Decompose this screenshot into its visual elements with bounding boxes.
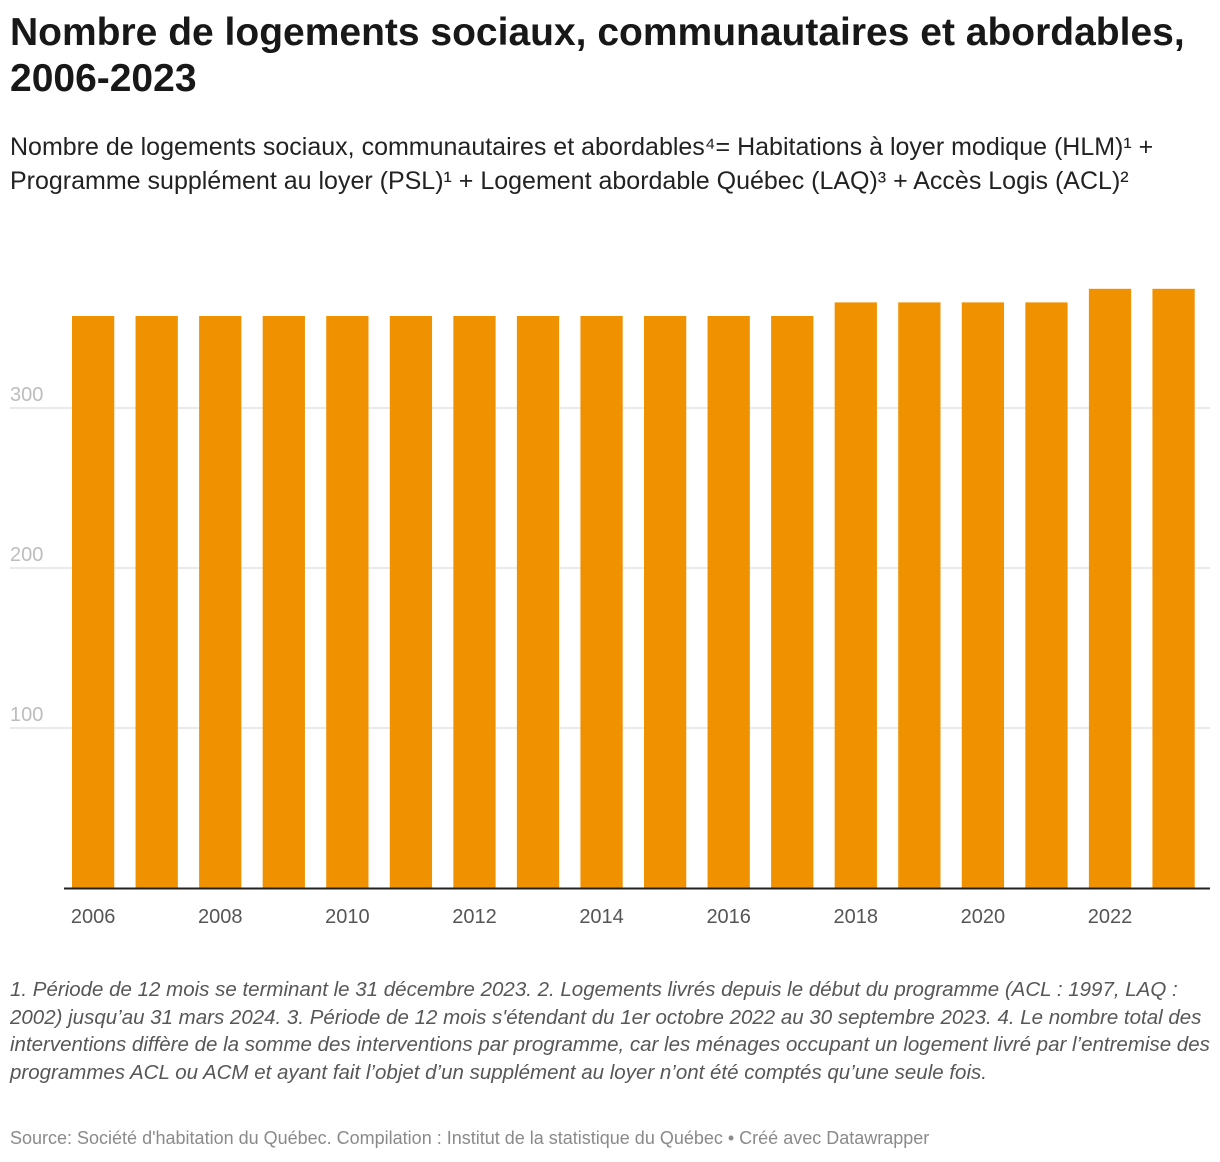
x-tick-label: 2010 — [325, 906, 370, 928]
x-tick-label: 2012 — [452, 906, 497, 928]
bar-2007 — [135, 316, 178, 888]
bar-2014 — [580, 316, 623, 888]
bar-2022 — [1088, 288, 1132, 888]
x-tick-label: 2022 — [1088, 906, 1133, 928]
chart-title: Nombre de logements sociaux, communautai… — [10, 11, 1185, 100]
bar-2021 — [1025, 302, 1068, 888]
x-tick-label: 2014 — [579, 906, 624, 928]
y-tick-label: 200 — [10, 544, 43, 566]
y-tick-label: 300 — [10, 384, 43, 406]
bar-2017 — [771, 316, 814, 888]
bar-2011 — [389, 316, 433, 888]
bar-2019 — [898, 302, 941, 888]
y-tick-label: 100 — [10, 704, 43, 726]
bar-2006 — [72, 316, 115, 888]
x-tick-label: 2016 — [706, 906, 751, 928]
bars — [72, 288, 1195, 888]
x-tick-label: 2008 — [198, 906, 243, 928]
bar-2013 — [516, 316, 560, 888]
source-credit: Source: Société d'habitation du Québec. … — [10, 1128, 930, 1148]
bar-2023 — [1152, 288, 1195, 888]
bar-2020 — [961, 302, 1005, 888]
footnotes: 1. Période de 12 mois se terminant le 31… — [10, 978, 1210, 1084]
x-tick-label: 2018 — [834, 906, 879, 928]
bar-2008 — [199, 316, 242, 888]
y-tick-labels: 100 200 300 — [10, 384, 43, 726]
bar-2009 — [262, 316, 305, 888]
x-tick-labels: 2006 2008 2010 2012 2014 2016 2018 2020 2022 — [71, 906, 1132, 928]
bar-2018 — [834, 302, 877, 888]
x-tick-label: 2006 — [71, 906, 116, 928]
chart-subtitle: Nombre de logements sociaux, communautai… — [10, 133, 1154, 195]
bar-2012 — [453, 316, 496, 888]
x-tick-label: 2020 — [961, 906, 1006, 928]
bar-2015 — [644, 316, 687, 888]
bar-2010 — [326, 316, 369, 888]
bar-2016 — [707, 316, 750, 888]
